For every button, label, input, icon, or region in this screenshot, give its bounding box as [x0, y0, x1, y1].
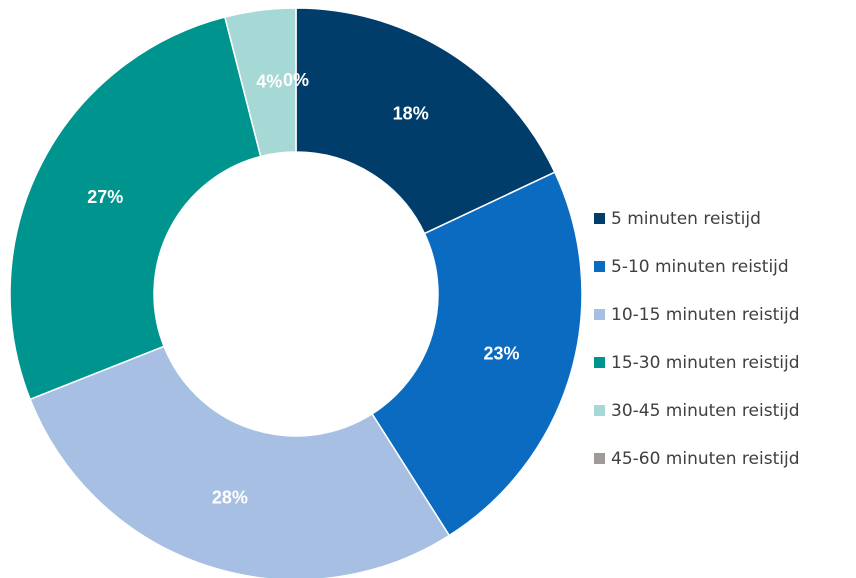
slice-0 — [295, 7, 556, 235]
legend-item-2: 10-15 minuten reistijd — [594, 300, 800, 329]
legend-label-5: 45-60 minuten reistijd — [611, 448, 800, 469]
slice-2 — [29, 345, 451, 578]
legend-item-0: 5 minuten reistijd — [594, 204, 800, 233]
legend-label-1: 5-10 minuten reistijd — [611, 256, 789, 277]
data-label-3: 27% — [87, 187, 123, 207]
data-labels: 18% 23% 28% 27% 4% 0% — [87, 70, 519, 508]
data-label-4: 4% — [256, 72, 282, 92]
legend-swatch-3 — [594, 357, 605, 368]
data-label-0: 18% — [393, 103, 429, 123]
data-label-5: 0% — [283, 70, 309, 90]
legend-label-0: 5 minuten reistijd — [611, 208, 761, 229]
legend-label-2: 10-15 minuten reistijd — [611, 304, 800, 325]
legend-label-4: 30-45 minuten reistijd — [611, 400, 800, 421]
data-label-1: 23% — [483, 344, 519, 364]
slice-4 — [223, 7, 297, 158]
legend-item-3: 15-30 minuten reistijd — [594, 348, 800, 377]
legend-label-3: 15-30 minuten reistijd — [611, 352, 800, 373]
legend-swatch-0 — [594, 213, 605, 224]
donut-slices — [9, 7, 583, 578]
legend-swatch-5 — [594, 453, 605, 464]
data-label-2: 28% — [212, 488, 248, 508]
legend: 5 minuten reistijd 5-10 minuten reistijd 1… — [594, 204, 800, 492]
legend-swatch-2 — [594, 309, 605, 320]
legend-swatch-4 — [594, 405, 605, 416]
slice-3 — [9, 16, 262, 401]
legend-item-4: 30-45 minuten reistijd — [594, 396, 800, 425]
slice-1 — [371, 171, 583, 537]
legend-swatch-1 — [594, 261, 605, 272]
legend-item-5: 45-60 minuten reistijd — [594, 444, 800, 473]
legend-item-1: 5-10 minuten reistijd — [594, 252, 800, 281]
